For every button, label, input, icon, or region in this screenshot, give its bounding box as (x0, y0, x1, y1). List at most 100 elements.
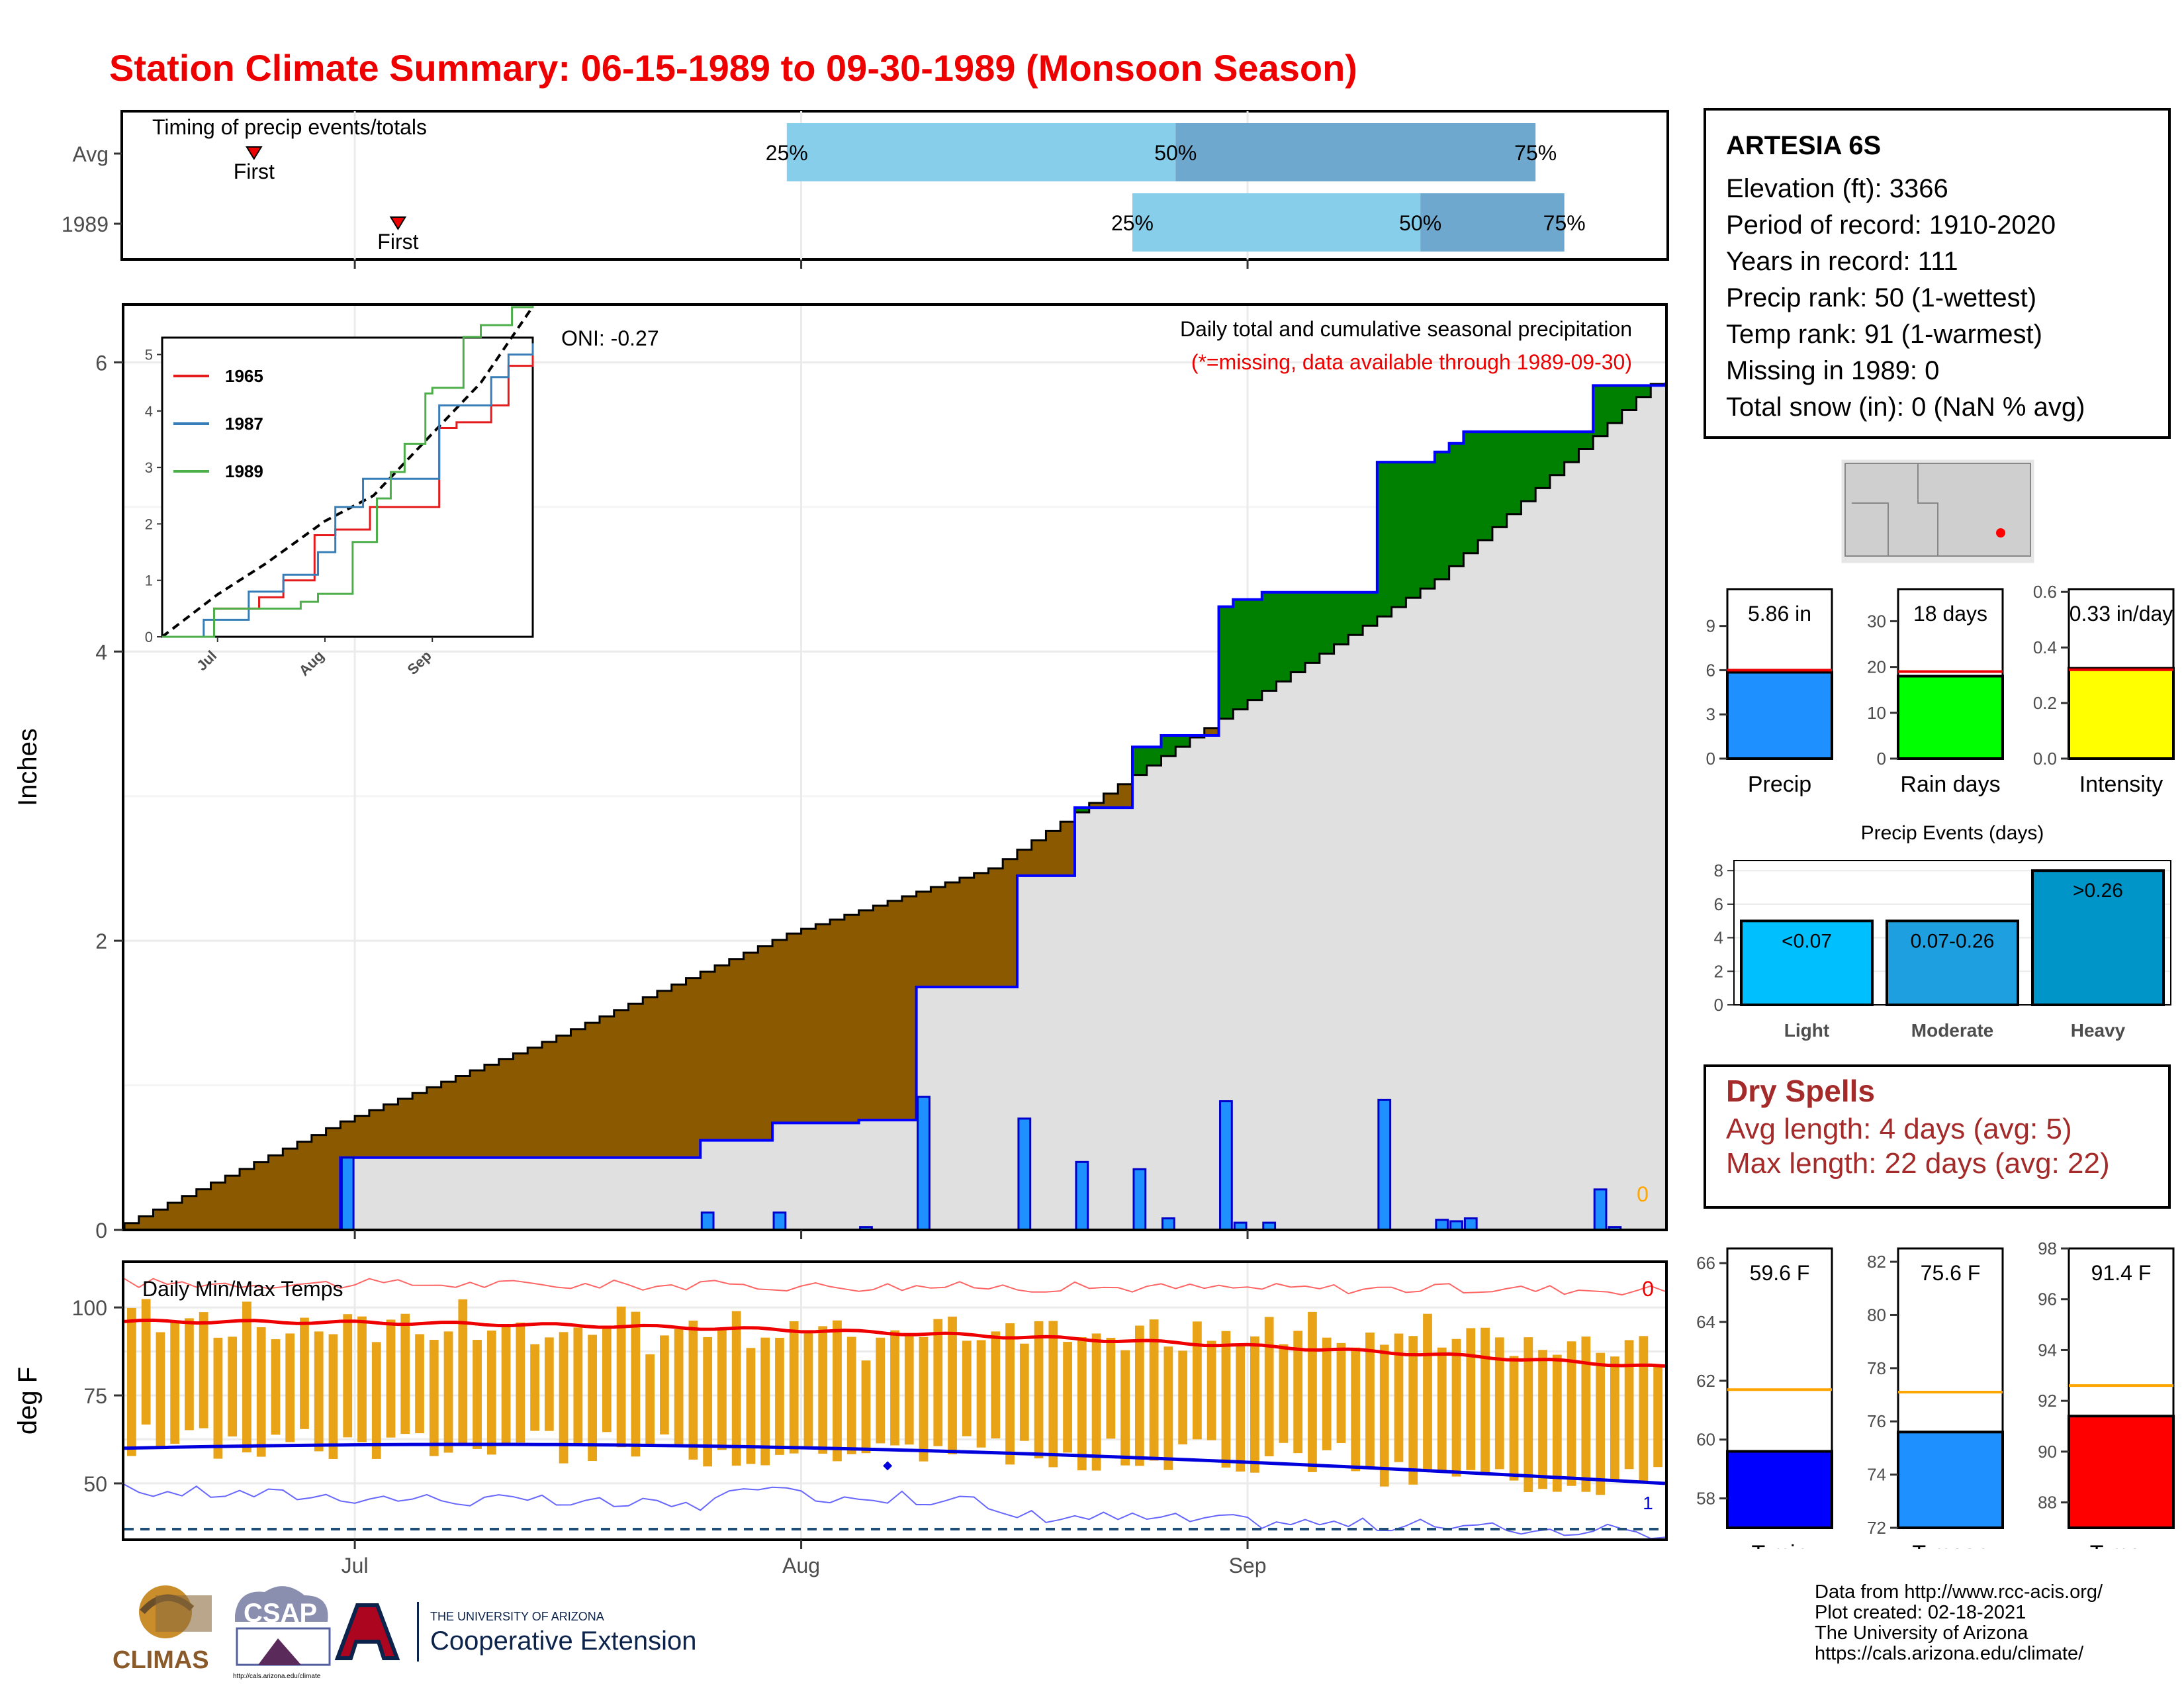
cum-base-fill (931, 987, 946, 1230)
cum-base-fill (1276, 681, 1291, 1230)
deficit-fill (1204, 727, 1220, 735)
main-frame (122, 303, 1668, 1231)
daily-temp-bar (588, 1335, 597, 1462)
daily-temp-bar (1451, 1338, 1461, 1477)
events-ytick-label: 0 (1714, 995, 1723, 1015)
max-record-count: 0 (1642, 1277, 1654, 1301)
daily-precip-bar (917, 1096, 931, 1231)
events-ytick-label: 4 (1714, 928, 1723, 948)
svg-text:CSAP: CSAP (244, 1599, 317, 1628)
surplus-fill (1363, 592, 1378, 626)
daily-temp-bar (1193, 1321, 1202, 1440)
timing-row-label: 1989 (62, 212, 109, 236)
cum-base-fill (974, 987, 989, 1230)
svg-text:http://cals.arizona.edu/climat: http://cals.arizona.edu/climate (233, 1673, 321, 1680)
events-bar-range: 0.07-0.26 (1911, 930, 1995, 952)
cum-base-fill (1363, 626, 1378, 1230)
cum-base-fill (1248, 700, 1263, 1230)
inset-legend-label: 1989 (225, 461, 263, 481)
cum-base-fill (1463, 553, 1479, 1230)
daily-temp-bar (516, 1322, 525, 1443)
cum-base-fill (901, 1119, 917, 1230)
surplus-fill (1535, 432, 1551, 489)
csap-logo: CSAP http://cals.arizona.edu/climate (233, 1586, 331, 1680)
deficit-fill (311, 1135, 327, 1230)
deficit-fill (470, 1070, 485, 1158)
mini-bar-ytick-label: 60 (1696, 1430, 1715, 1450)
deficit-fill (873, 906, 888, 1120)
cum-base-fill (1492, 527, 1508, 1230)
cum-base-fill (887, 1119, 903, 1230)
events-ytick-label: 2 (1714, 961, 1723, 981)
mini-bar-value (1897, 1430, 2004, 1530)
cum-base-fill (1593, 436, 1608, 1231)
cum-base-fill (1348, 635, 1363, 1230)
daily-temp-bar (1149, 1319, 1159, 1461)
daily-temp-bar (1077, 1336, 1087, 1471)
daily-temp-bar (256, 1327, 266, 1457)
deficit-fill (801, 929, 816, 1123)
surplus-fill (1607, 385, 1623, 424)
dry-spells-avg: Avg length: 4 days (avg: 5) (1726, 1113, 2072, 1145)
daily-temp-bar (1048, 1321, 1058, 1468)
min-record-count: 1 (1643, 1493, 1653, 1513)
daily-temp-bar (559, 1332, 569, 1464)
cum-base-fill (355, 1157, 370, 1230)
daily-temp-bar (833, 1320, 842, 1462)
deficit-fill (541, 1042, 557, 1158)
daily-temp-bar (1437, 1347, 1447, 1472)
timing-bar-25-50 (1132, 193, 1421, 252)
oni-label: ONI: -0.27 (561, 326, 659, 350)
deficit-fill (412, 1093, 428, 1158)
daily-temp-bar (285, 1333, 295, 1442)
inset-avg-line (161, 305, 534, 638)
surplus-fill (1564, 432, 1580, 463)
daily-temp-bar (400, 1313, 410, 1434)
deficit-fill (599, 1016, 615, 1158)
daily-precip-bar (1017, 1117, 1032, 1231)
mini-bar-value (1726, 1450, 1833, 1529)
deficit-fill (153, 1209, 168, 1230)
cum-base-fill (498, 1157, 514, 1230)
deficit-fill (657, 990, 672, 1158)
main-ylabel: Inches (13, 728, 42, 806)
cum-base-fill (801, 1123, 816, 1230)
daily-temp-bar (1206, 1340, 1216, 1440)
daily-temp-bar (544, 1337, 554, 1431)
cum-base-fill (1132, 774, 1148, 1230)
daily-temp-bar (170, 1320, 180, 1444)
daily-temp-bar (242, 1301, 251, 1453)
deficit-fill (498, 1058, 514, 1158)
timing-bar-50-75 (1420, 193, 1565, 252)
cum-base-fill (484, 1157, 500, 1230)
location-map (1841, 459, 2035, 564)
daily-temp-bar (688, 1321, 698, 1460)
daily-precip-bar (1075, 1160, 1089, 1231)
cum-base-fill (715, 1140, 730, 1230)
daily-temp-bar (861, 1360, 871, 1454)
cum-base-fill (1564, 462, 1580, 1230)
cum-base-fill (1651, 385, 1666, 1231)
svg-text:THE UNIVERSITY OF ARIZONA: THE UNIVERSITY OF ARIZONA (430, 1610, 604, 1623)
mini-bar-ytick-label: 62 (1696, 1371, 1715, 1391)
daily-temp-bar (1394, 1333, 1404, 1462)
missing-note: (*=missing, data available through 1989-… (1191, 350, 1632, 374)
daily-temp-bar (890, 1330, 899, 1446)
surplus-fill (1319, 592, 1335, 654)
mini-bar-value-label: 18 days (1913, 602, 1987, 626)
month-label: Jul (341, 1554, 369, 1577)
daily-temp-bar (357, 1316, 367, 1442)
deficit-fill (815, 924, 831, 1123)
timing-p25-label: 25% (766, 141, 808, 165)
deficit-fill (398, 1098, 413, 1158)
surplus-fill (1521, 432, 1536, 502)
daily-precip-bar (1219, 1100, 1233, 1231)
inset-frame (161, 336, 534, 638)
timing-first-marker (246, 146, 263, 160)
daily-temp-bar (602, 1329, 612, 1432)
station-snow: Total snow (in): 0 (NaN % avg) (1726, 393, 2085, 422)
precip-events-chart: Precip Events (days) 0 2 4 6 8 <0.07 Light 0.07-… (1714, 822, 2171, 1041)
cum-base-fill (556, 1157, 572, 1230)
daily-temp-bar (530, 1344, 539, 1431)
